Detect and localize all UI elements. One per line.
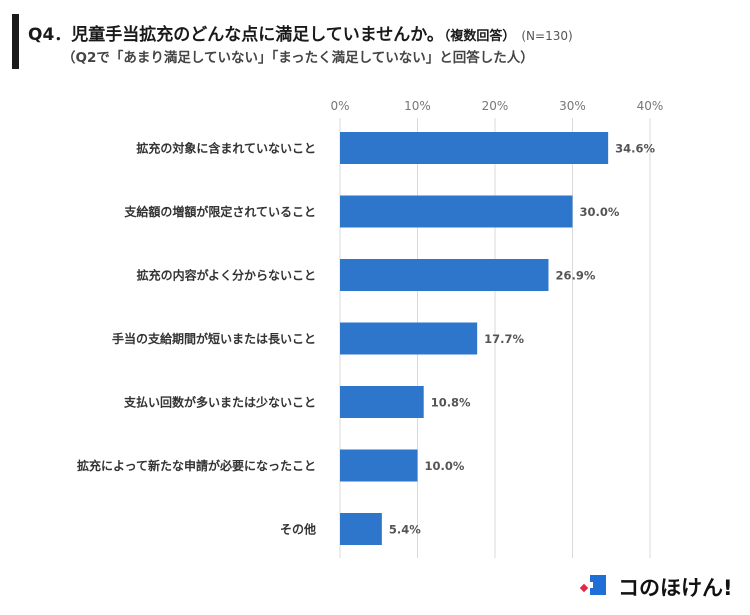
x-tick-label: 20% [482,99,509,113]
category-label: 拡充の内容がよく分からないこと [137,268,316,283]
bar [340,259,549,291]
category-label: 拡充の対象に含まれていないこと [136,141,316,156]
category-label: その他 [280,522,316,537]
category-label: 拡充によって新たな申請が必要になったこと [77,458,316,473]
value-label: 10.0% [425,459,465,473]
value-label: 5.4% [389,523,421,537]
value-label: 26.9% [555,269,595,283]
x-tick-label: 0% [330,99,349,113]
logo-blue-block [590,575,606,595]
value-label: 17.7% [484,332,524,346]
chart-title-suffix: （複数回答） [443,29,516,44]
logo-red-diamond [579,583,589,593]
category-label: 支払い回数が多いまたは少ないこと [123,395,316,410]
logo-white-notch [587,582,593,588]
bar [340,386,424,418]
x-tick-label: 30% [559,99,586,113]
category-label: 手当の支給期間が短いまたは長いこと [112,331,316,346]
bar [340,322,478,355]
value-label: 34.6% [615,142,655,156]
x-tick-label: 40% [637,99,664,113]
brand-logo: コのほけん! [578,571,738,601]
chart-title-main: Q4．児童手当拡充のどんな点に満足していませんか。 [28,25,444,45]
value-label: 30.0% [580,205,620,219]
bar [340,449,418,482]
brand-logo-icon [579,575,606,595]
bar [340,513,382,545]
x-tick-label: 10% [404,99,431,113]
sample-size: (N=130) [521,29,573,43]
title-accent-bar [12,14,19,69]
chart-subtitle: （Q2で「あまり満足していない」「まったく満足していない」と回答した人） [62,50,534,66]
brand-name: コのほけん! [618,576,733,600]
bar [340,132,609,164]
value-label: 10.8% [431,396,471,410]
bar [340,195,573,228]
category-label: 支給額の増額が限定されていること [123,204,316,219]
chart-title: Q4．児童手当拡充のどんな点に満足していませんか。（複数回答） (N=130) [28,20,573,45]
